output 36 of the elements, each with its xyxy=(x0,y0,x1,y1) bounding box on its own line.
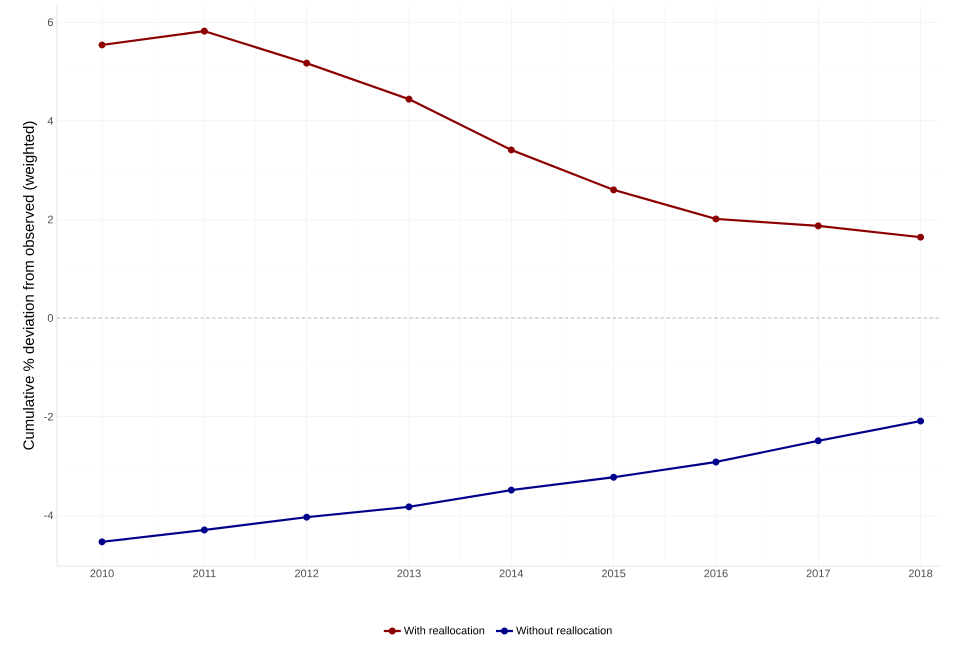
x-tick-label: 2017 xyxy=(806,570,830,578)
x-tick-label: 2014 xyxy=(500,570,524,578)
point xyxy=(610,474,618,481)
y-tick-label: -2 xyxy=(44,412,53,420)
point xyxy=(405,503,412,510)
y-tick-label: -4 xyxy=(44,511,54,519)
y-tick-label: 2 xyxy=(48,216,53,224)
point xyxy=(712,215,720,222)
point xyxy=(200,526,208,534)
point xyxy=(508,486,515,494)
point xyxy=(508,146,515,154)
x-tick-label: 2015 xyxy=(602,570,626,578)
point xyxy=(200,28,208,35)
x-tick-label: 2011 xyxy=(193,570,216,578)
legend-label: Without reallocation xyxy=(516,626,612,634)
legend-label: With reallocation xyxy=(404,626,484,634)
x-tick-label: 2010 xyxy=(90,570,114,578)
x-tick-label: 2013 xyxy=(397,570,421,578)
point xyxy=(98,41,106,48)
point xyxy=(814,222,822,230)
y-tick-label: 6 xyxy=(48,18,53,26)
point xyxy=(610,186,618,194)
point xyxy=(98,538,106,546)
y-axis-title: Cumulative % deviation from observed (weighted) xyxy=(22,122,37,450)
point xyxy=(917,418,924,425)
point xyxy=(814,437,822,444)
x-tick-label: 2016 xyxy=(704,570,728,578)
point xyxy=(303,60,310,67)
point xyxy=(712,458,720,466)
y-tick-label: 4 xyxy=(48,117,54,125)
y-tick-label: 0 xyxy=(48,314,54,322)
point xyxy=(303,514,310,521)
x-tick-label: 2012 xyxy=(295,570,318,578)
point xyxy=(917,234,924,241)
x-tick-label: 2018 xyxy=(908,570,932,578)
point xyxy=(405,96,412,103)
